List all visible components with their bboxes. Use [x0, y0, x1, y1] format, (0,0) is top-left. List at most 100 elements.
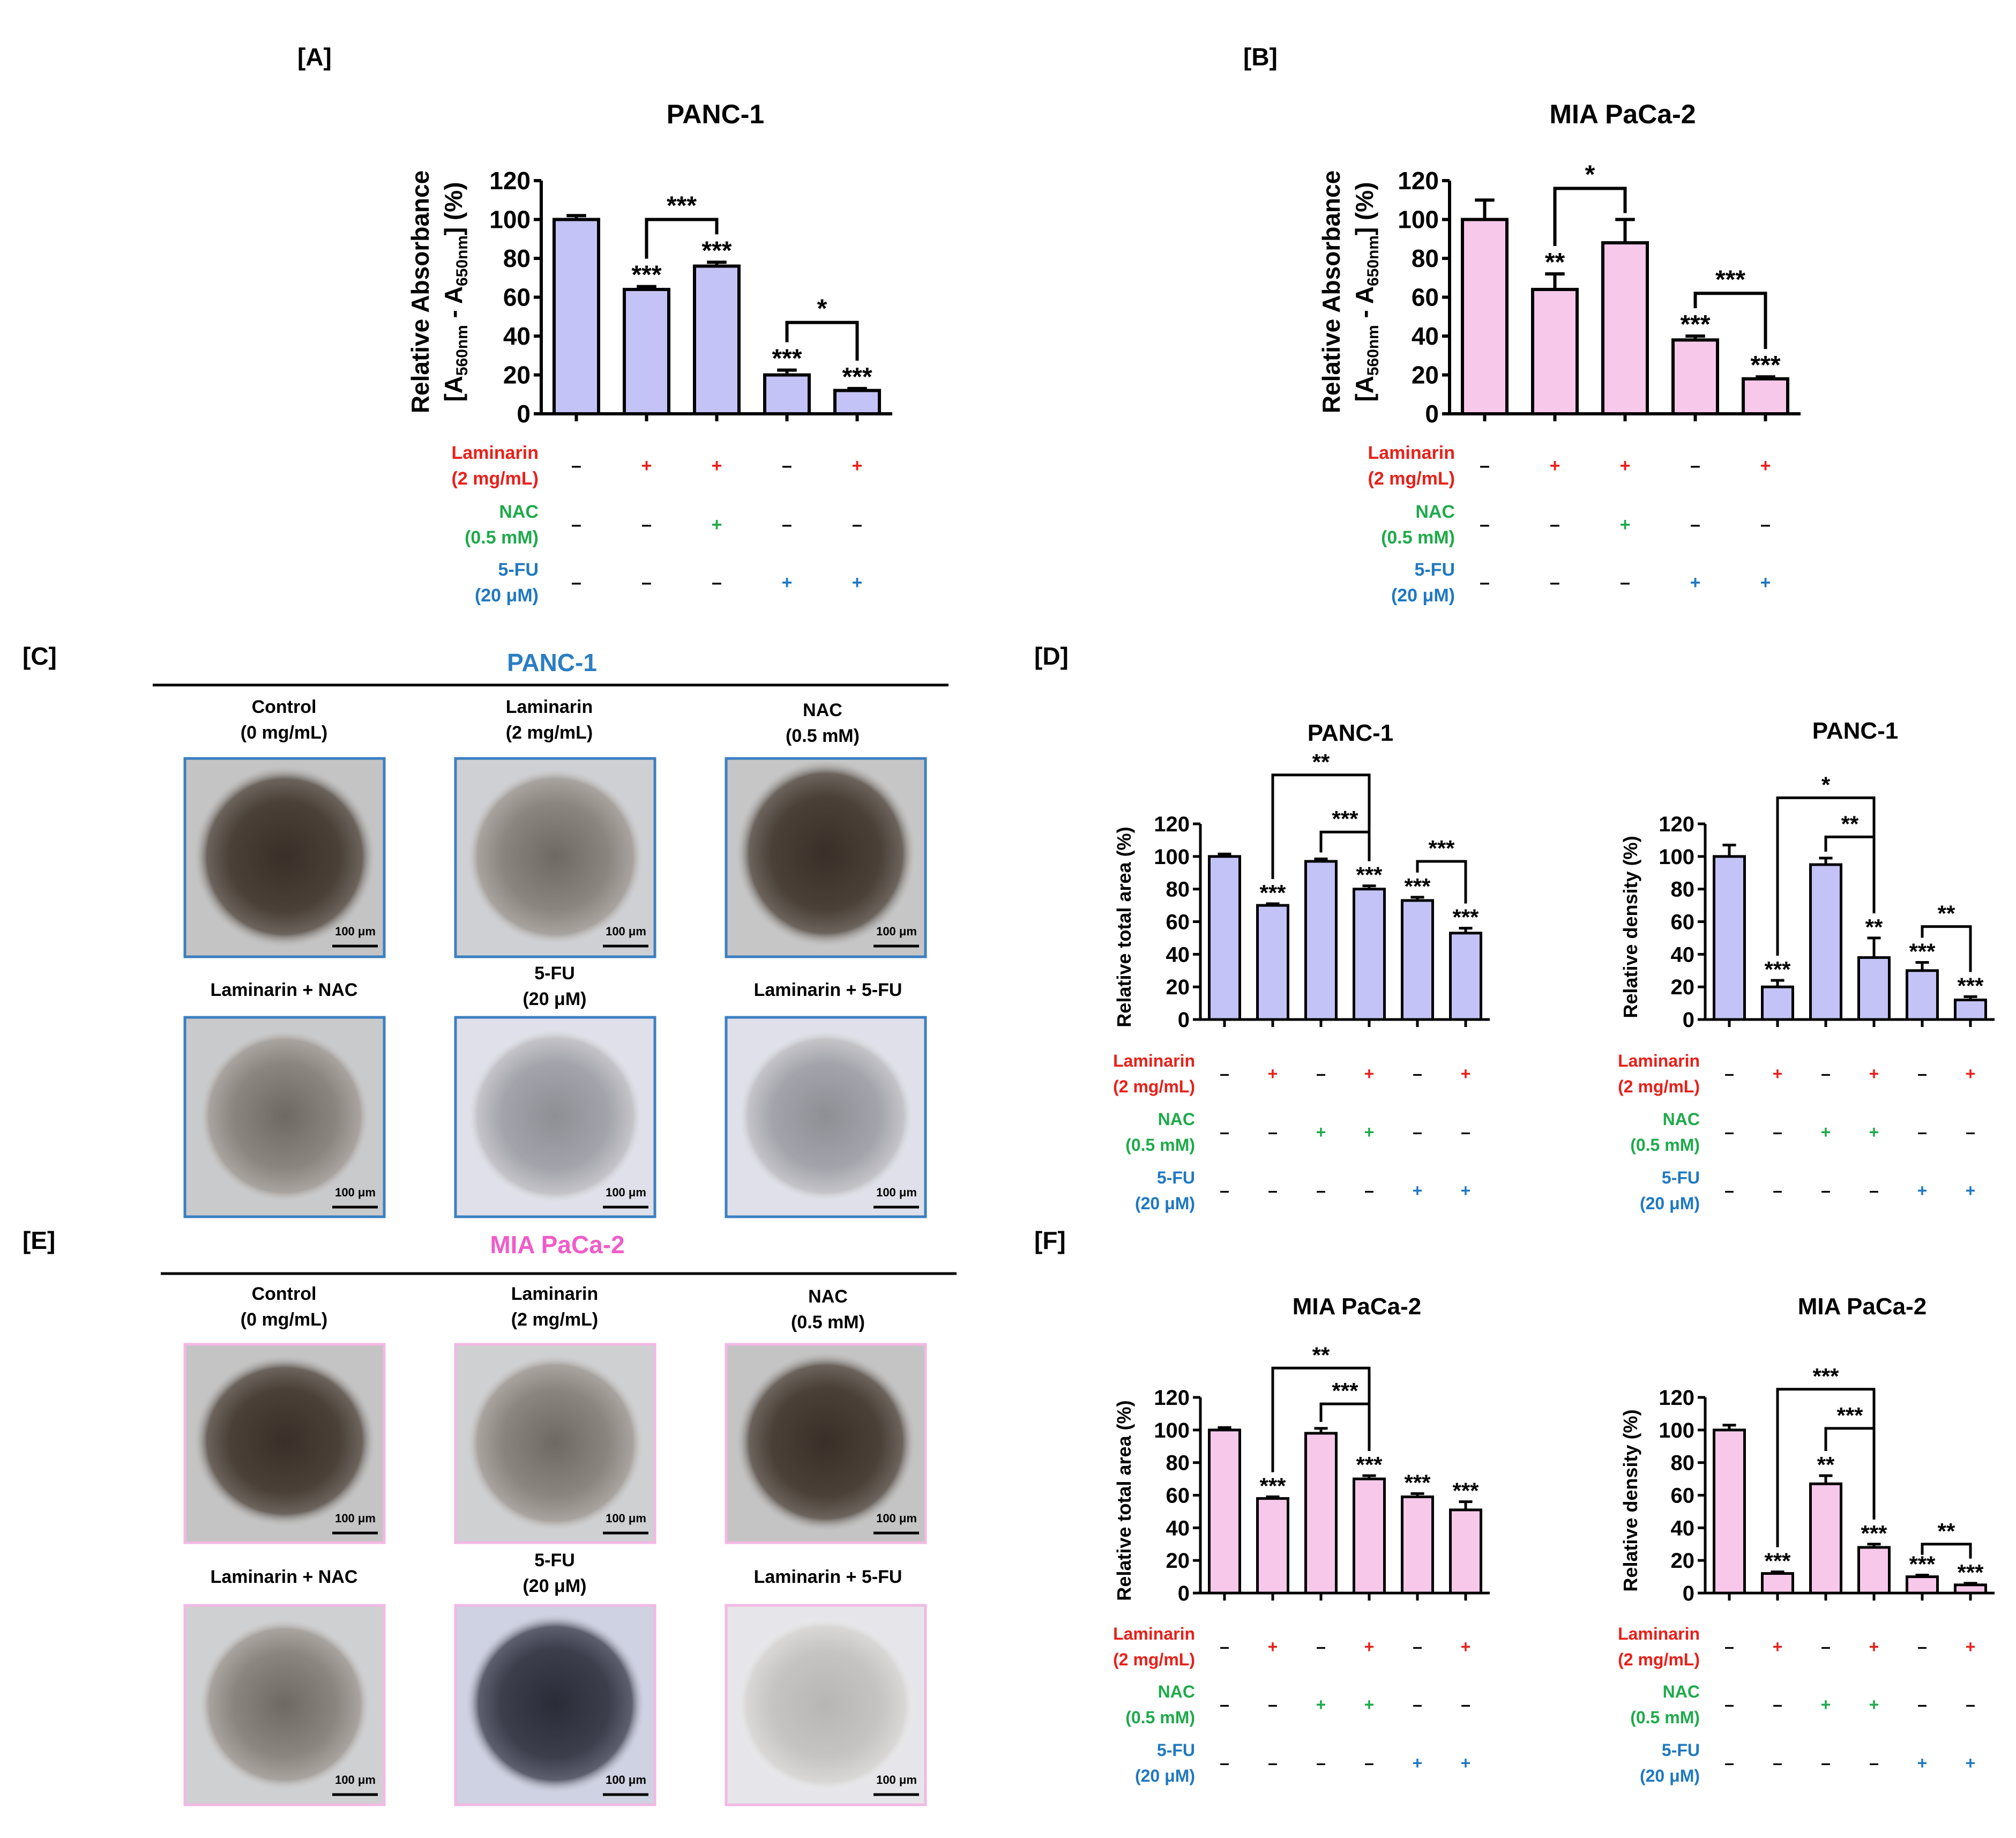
img-caption: Laminarin: [506, 697, 593, 717]
bar: [1449, 1508, 1482, 1595]
treatment-sign: –: [852, 515, 862, 535]
treatment-sign: –: [1413, 1064, 1422, 1083]
treatment-label: 5-FU: [1414, 560, 1455, 580]
bar: [1809, 863, 1842, 1021]
treatment-sign: –: [1773, 1122, 1782, 1142]
chart-title: PANC-1: [1308, 720, 1394, 746]
treatment-sign: –: [1821, 1637, 1831, 1656]
significance-label: ***: [701, 236, 731, 265]
y-axis-label: Relative Absorbance: [1317, 170, 1345, 413]
treatment-dose: (0.5 mM): [1630, 1135, 1700, 1155]
treatment-dose: (2 mg/mL): [452, 468, 539, 489]
treatment-sign: –: [1364, 1181, 1374, 1200]
treatment-dose: (0.5 mM): [1630, 1708, 1700, 1727]
treatment-label: Laminarin: [1618, 1051, 1700, 1070]
significance-bracket: [645, 218, 719, 259]
treatment-sign: –: [1316, 1753, 1326, 1773]
y-tick-label: 60: [503, 284, 531, 311]
spheroid-image: 100 μm: [183, 757, 386, 958]
treatment-sign: +: [1869, 1122, 1879, 1142]
treatment-sign: +: [1760, 572, 1771, 593]
chart-title: PANC-1: [1812, 718, 1899, 744]
treatment-sign: –: [1550, 515, 1560, 535]
treatment-sign: –: [1413, 1637, 1422, 1656]
treatment-sign: +: [1316, 1122, 1326, 1142]
treatment-sign: +: [1773, 1637, 1783, 1656]
scale-bar-label: 100 μm: [606, 1512, 646, 1525]
significance-label: ***: [1452, 905, 1479, 930]
y-tick-label: 0: [1178, 1582, 1190, 1605]
y-tick-label: 40: [1671, 1516, 1695, 1540]
chart-title: PANC-1: [667, 99, 764, 129]
treatment-dose: (20 μM): [1640, 1766, 1700, 1785]
treatment-sign: –: [1917, 1695, 1927, 1714]
y-tick-label: 120: [1398, 167, 1439, 195]
significance-bracket: [1824, 835, 1876, 913]
y-tick-label: 120: [1154, 813, 1190, 836]
treatment-sign: –: [1760, 515, 1771, 535]
y-tick-label: 40: [503, 322, 531, 350]
treatment-label: 5-FU: [1157, 1740, 1195, 1760]
y-tick-label: 80: [503, 244, 531, 272]
treatment-sign: –: [1480, 572, 1490, 593]
significance-label: ***: [1957, 1560, 1984, 1585]
treatment-sign: –: [1966, 1695, 1975, 1714]
treatment-sign: +: [1869, 1637, 1879, 1656]
scale-bar-label: 100 μm: [876, 1186, 917, 1199]
y-tick-label: 0: [1425, 400, 1439, 428]
img-caption: (20 μM): [522, 989, 586, 1009]
treatment-sign: +: [641, 456, 652, 476]
panel-c-images: PANC-1 Control (0 mg/mL) Laminarin (2 mg…: [153, 649, 949, 1218]
scale-bar-label: 100 μm: [335, 1773, 376, 1787]
significance-label: ***: [1957, 973, 1984, 998]
treatment-label: NAC: [1663, 1682, 1700, 1701]
treatment-sign: –: [1773, 1753, 1782, 1773]
significance-label: ***: [1861, 1521, 1887, 1546]
spheroid-image: 100 μm: [725, 1604, 927, 1806]
treatment-sign: –: [1480, 515, 1490, 535]
significance-label: ***: [772, 344, 802, 373]
y-tick-label: 60: [1671, 1484, 1695, 1508]
treatment-label: NAC: [1415, 502, 1455, 522]
treatment-label: Laminarin: [1368, 443, 1455, 463]
treatment-sign: –: [1316, 1064, 1326, 1083]
y-tick-label: 20: [1671, 976, 1695, 999]
treatment-sign: –: [1724, 1695, 1734, 1714]
significance-label: ***: [1909, 1552, 1936, 1577]
bracket-label: ***: [667, 192, 697, 220]
bracket-label: *: [1585, 161, 1595, 189]
treatment-sign: –: [1413, 1695, 1422, 1714]
significance-label: **: [1865, 914, 1883, 940]
panel-e-images: MIA PaCa-2 Control (0 mg/mL) Laminarin (…: [161, 1231, 957, 1806]
treatment-sign: +: [1461, 1637, 1471, 1656]
scale-bar-label: 100 μm: [606, 1773, 646, 1787]
treatment-sign: +: [1620, 515, 1631, 535]
treatment-sign: –: [1220, 1637, 1229, 1656]
treatment-sign: +: [1550, 456, 1560, 476]
treatment-dose: (20 μM): [1135, 1766, 1195, 1785]
bar: [1353, 1477, 1386, 1595]
scale-bar-label: 100 μm: [335, 925, 376, 938]
bar: [1304, 1432, 1338, 1595]
bar: [693, 264, 741, 415]
bar: [1906, 1575, 1939, 1595]
spheroid-image: 100 μm: [183, 1604, 386, 1806]
img-caption: Laminarin + 5-FU: [754, 1567, 902, 1587]
treatment-sign: –: [1461, 1695, 1470, 1714]
treatment-dose: (2 mg/mL): [1618, 1650, 1700, 1669]
treatment-sign: +: [1268, 1064, 1278, 1083]
scale-bar-label: 100 μm: [606, 1186, 646, 1199]
treatment-sign: –: [1413, 1122, 1422, 1142]
scale-bar-label: 100 μm: [876, 1773, 917, 1787]
bar: [623, 288, 670, 415]
y-axis-label: Relative Absorbance: [406, 170, 434, 413]
treatment-label: 5-FU: [498, 560, 539, 580]
treatment-sign: –: [641, 572, 652, 593]
treatment-sign: –: [1773, 1181, 1782, 1200]
treatment-sign: –: [1966, 1122, 1975, 1142]
treatment-label: Laminarin: [452, 443, 539, 463]
y-tick-label: 0: [1683, 1008, 1694, 1032]
treatment-sign: –: [571, 456, 581, 476]
y-tick-label: 60: [1166, 911, 1190, 934]
